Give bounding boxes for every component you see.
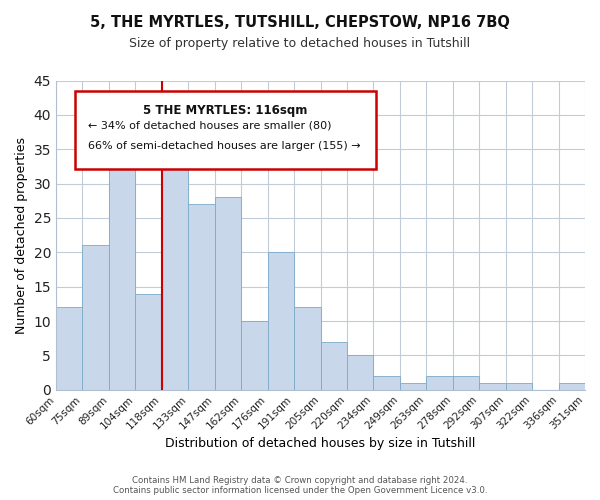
Bar — [82, 246, 109, 390]
Bar — [268, 252, 294, 390]
FancyBboxPatch shape — [74, 92, 376, 168]
Text: 5 THE MYRTLES: 116sqm: 5 THE MYRTLES: 116sqm — [143, 104, 307, 117]
Bar — [479, 383, 506, 390]
Bar — [56, 308, 82, 390]
Bar — [294, 308, 320, 390]
Text: Contains public sector information licensed under the Open Government Licence v3: Contains public sector information licen… — [113, 486, 487, 495]
Bar — [109, 156, 136, 390]
Bar — [320, 342, 347, 390]
Bar — [506, 383, 532, 390]
Bar — [347, 356, 373, 390]
Bar — [373, 376, 400, 390]
X-axis label: Distribution of detached houses by size in Tutshill: Distribution of detached houses by size … — [166, 437, 476, 450]
Text: ← 34% of detached houses are smaller (80): ← 34% of detached houses are smaller (80… — [88, 120, 331, 130]
Bar — [559, 383, 585, 390]
Bar — [427, 376, 453, 390]
Text: Size of property relative to detached houses in Tutshill: Size of property relative to detached ho… — [130, 38, 470, 51]
Text: Contains HM Land Registry data © Crown copyright and database right 2024.: Contains HM Land Registry data © Crown c… — [132, 476, 468, 485]
Bar — [453, 376, 479, 390]
Bar — [136, 294, 162, 390]
Bar — [241, 321, 268, 390]
Y-axis label: Number of detached properties: Number of detached properties — [15, 136, 28, 334]
Bar — [400, 383, 427, 390]
Bar — [162, 142, 188, 390]
Bar — [215, 198, 241, 390]
Text: 66% of semi-detached houses are larger (155) →: 66% of semi-detached houses are larger (… — [88, 141, 361, 151]
Text: 5, THE MYRTLES, TUTSHILL, CHEPSTOW, NP16 7BQ: 5, THE MYRTLES, TUTSHILL, CHEPSTOW, NP16… — [90, 15, 510, 30]
Bar — [188, 204, 215, 390]
